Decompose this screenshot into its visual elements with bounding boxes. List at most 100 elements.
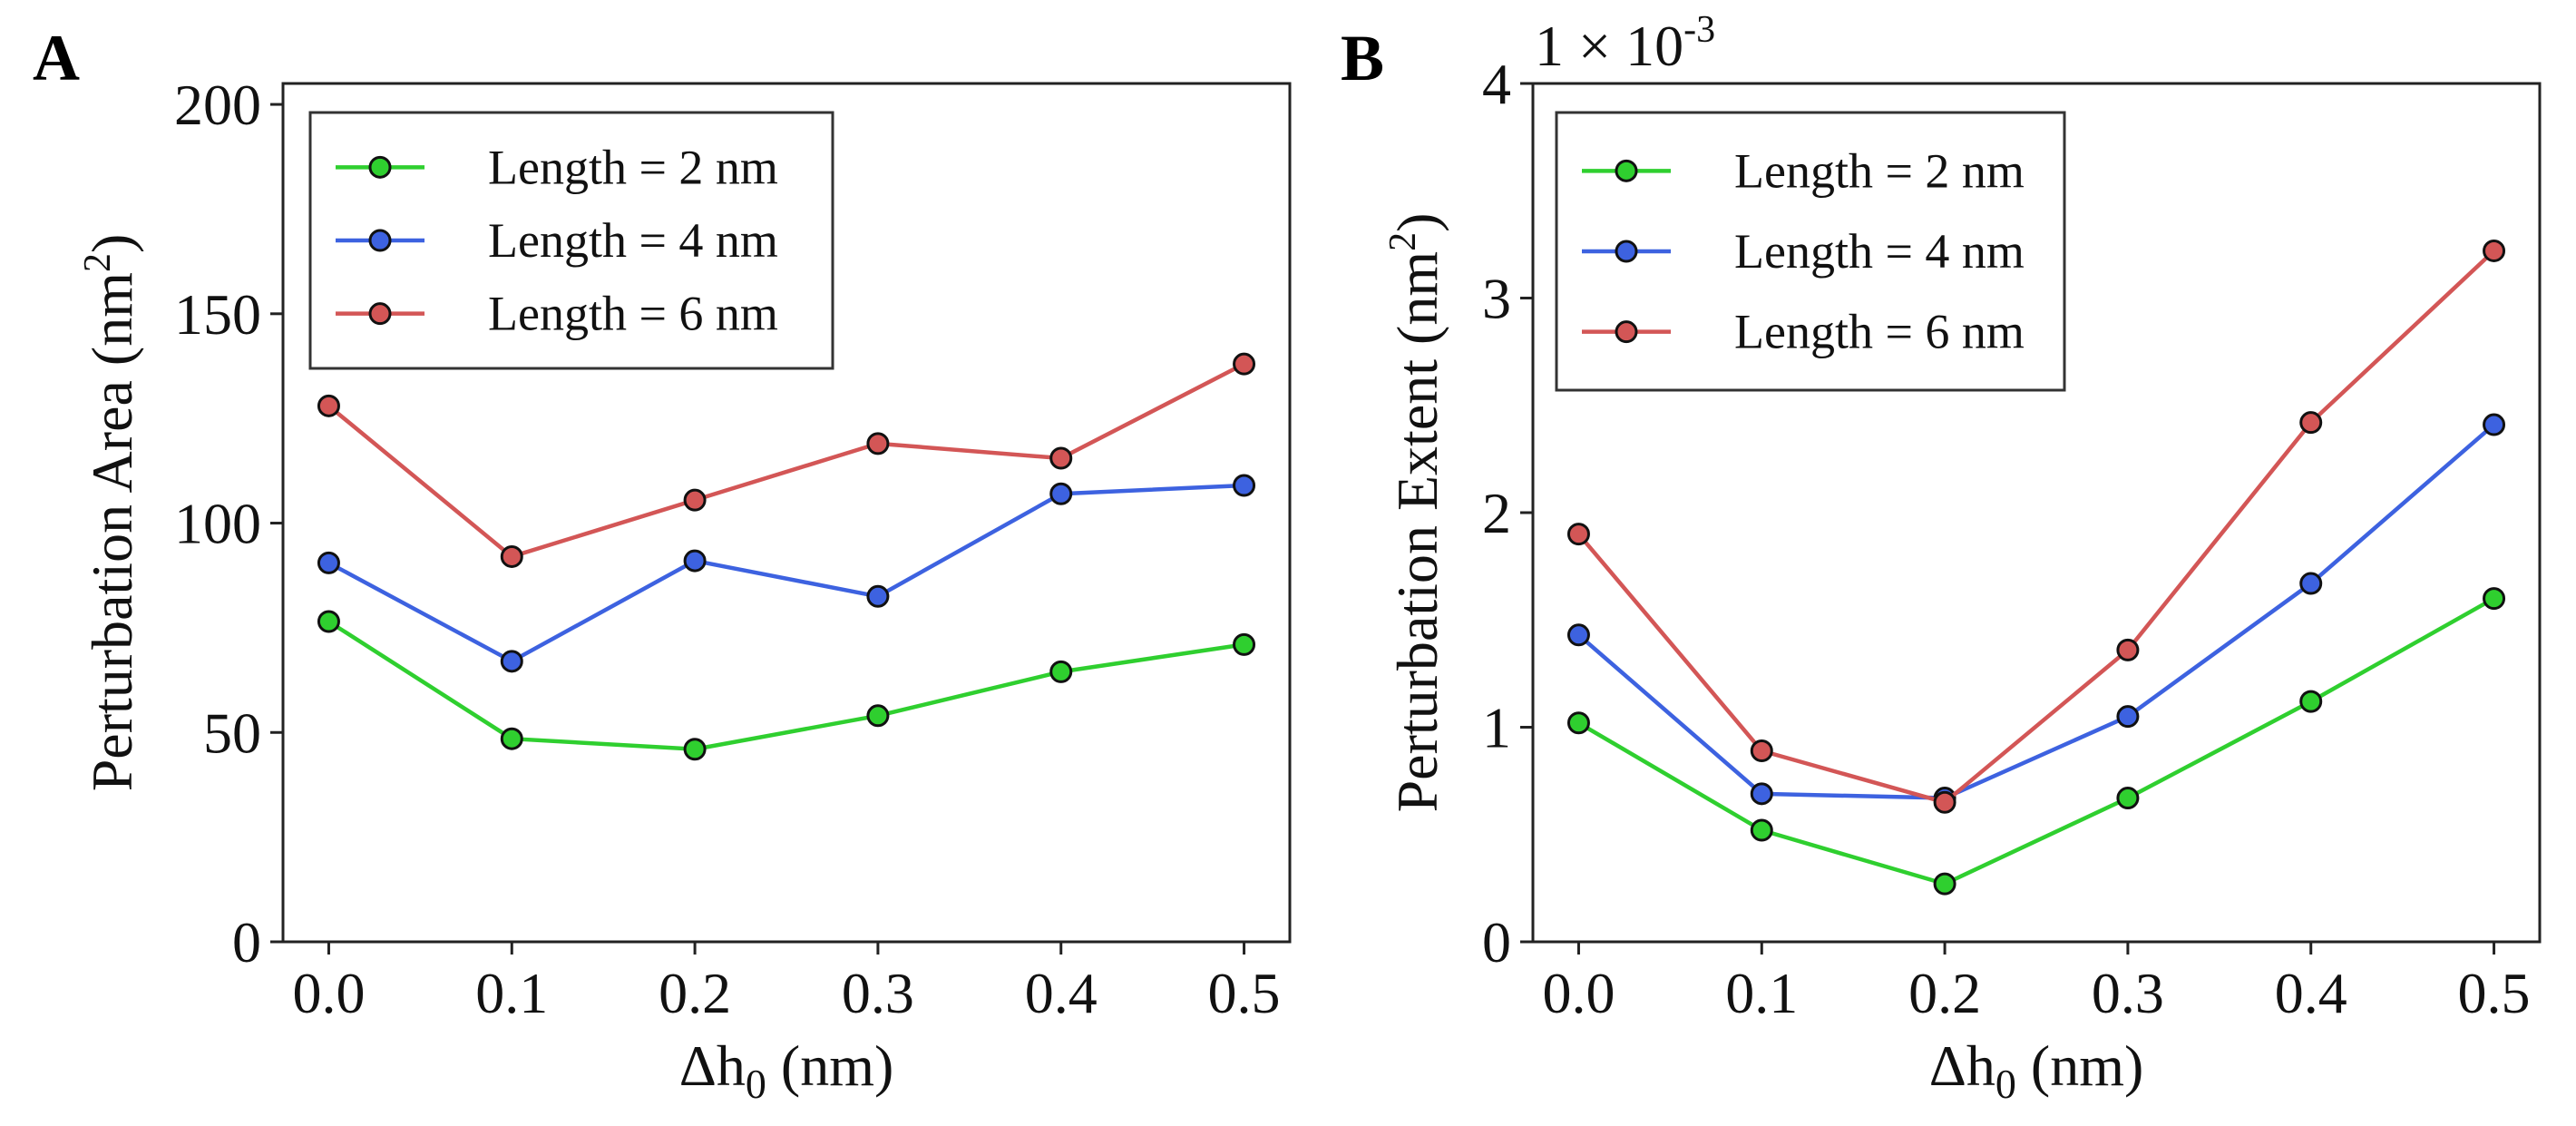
data-point xyxy=(2299,690,2323,713)
series-1 xyxy=(1566,587,2506,896)
x-axis-label-unit: (nm) xyxy=(2016,1033,2143,1098)
data-point xyxy=(1049,446,1073,470)
data-point xyxy=(2116,787,2140,810)
legend-entry-label: Length = 2 nm xyxy=(488,140,778,194)
plot-frame xyxy=(281,82,1292,944)
series-2 xyxy=(317,474,1256,673)
legend-swatch-marker xyxy=(1615,320,1638,344)
x-tick-label: 0.1 xyxy=(1725,961,1798,1025)
data-point xyxy=(2483,413,2506,436)
legend-entry-label: Length = 6 nm xyxy=(1734,305,2025,359)
y-axis-label: Perturbation Extent (nm2) xyxy=(1382,213,1449,813)
x-tick-label: 0.4 xyxy=(1025,961,1098,1025)
data-point xyxy=(500,544,523,568)
x-tick-label: 0.0 xyxy=(1542,961,1615,1025)
series-line xyxy=(327,620,1244,751)
x-tick-label: 0.5 xyxy=(1208,961,1281,1025)
x-axis-label-unit: (nm) xyxy=(766,1033,893,1098)
data-point xyxy=(1933,790,1956,814)
y-tick-label: 150 xyxy=(174,282,261,347)
legend-swatch-marker xyxy=(368,302,392,326)
scale-factor-label: 1 × 10-3 xyxy=(1535,9,1715,78)
series-line xyxy=(1577,596,2495,886)
series-1 xyxy=(317,610,1256,761)
data-point xyxy=(1933,872,1956,896)
panel-letter: A xyxy=(33,22,80,94)
y-axis-label-superscript: 2 xyxy=(1382,232,1424,251)
legend-swatch-marker xyxy=(1615,159,1638,182)
x-tick-label: 0.3 xyxy=(842,961,914,1025)
y-tick-label: 100 xyxy=(174,492,261,556)
legend-entry-label: Length = 4 nm xyxy=(488,213,778,268)
y-tick-label: 2 xyxy=(1482,481,1511,545)
data-point xyxy=(1233,632,1256,656)
y-tick-label: 3 xyxy=(1482,267,1511,331)
series-3 xyxy=(317,352,1256,568)
y-axis-label: Perturbation Area (nm2) xyxy=(77,234,144,792)
data-point xyxy=(2483,239,2506,262)
y-tick-label: 50 xyxy=(203,700,261,765)
data-point xyxy=(2483,587,2506,611)
series-3 xyxy=(1566,239,2506,814)
series-2 xyxy=(1566,413,2506,810)
y-tick-label: 4 xyxy=(1482,52,1511,116)
series-line xyxy=(1576,249,2496,805)
series-line xyxy=(1576,423,2496,800)
x-axis-label-subscript: 0 xyxy=(1995,1061,2016,1107)
x-axis-label-main: Δh xyxy=(679,1033,746,1098)
data-point xyxy=(317,610,340,633)
legend-entry-label: Length = 2 nm xyxy=(1734,143,2025,198)
x-tick-label: 0.0 xyxy=(292,961,365,1025)
data-point xyxy=(866,432,890,455)
legend-entry-label: Length = 4 nm xyxy=(1734,224,2025,279)
y-axis-label-close: ) xyxy=(80,234,144,253)
panel-letter: B xyxy=(1341,22,1384,94)
x-tick-label: 0.2 xyxy=(659,961,731,1025)
legend-swatch-marker xyxy=(1615,240,1638,263)
data-point xyxy=(1750,782,1773,806)
data-point xyxy=(317,551,340,574)
data-point xyxy=(1750,739,1773,763)
x-axis-label: Δh0 (nm) xyxy=(1929,1033,2144,1107)
legend-swatch-marker xyxy=(368,229,392,252)
series-line xyxy=(327,362,1245,559)
data-point xyxy=(2299,411,2323,435)
data-point xyxy=(317,394,340,417)
data-point xyxy=(500,650,523,673)
y-tick-label: 200 xyxy=(174,73,261,137)
x-axis-label-subscript: 0 xyxy=(746,1061,766,1107)
data-point xyxy=(1049,482,1073,505)
y-axis-label-main: Perturbation Extent (nm xyxy=(1385,251,1449,813)
scale-factor-exponent: -3 xyxy=(1683,9,1715,51)
data-point xyxy=(1566,623,1590,647)
data-point xyxy=(683,549,707,573)
x-tick-label: 0.1 xyxy=(475,961,548,1025)
x-tick-label: 0.5 xyxy=(2458,961,2531,1025)
data-point xyxy=(2299,572,2323,595)
legend: Length = 2 nm Length = 4 nm Length = 6 nm xyxy=(308,111,834,370)
x-tick-label: 0.4 xyxy=(2275,961,2347,1025)
data-point xyxy=(1566,523,1590,546)
legend: Length = 2 nm Length = 4 nm Length = 6 nm xyxy=(1555,111,2066,392)
data-point xyxy=(683,488,707,512)
data-point xyxy=(500,727,523,750)
data-point xyxy=(1566,711,1590,735)
scale-factor-base: 1 × 10 xyxy=(1535,14,1683,78)
data-point xyxy=(866,584,890,608)
x-axis-label: Δh0 (nm) xyxy=(679,1033,894,1107)
data-point xyxy=(2116,705,2140,729)
y-tick-label: 1 xyxy=(1482,696,1511,760)
legend-swatch-marker xyxy=(368,155,392,179)
y-axis-label-close: ) xyxy=(1385,213,1449,232)
data-point xyxy=(1233,474,1256,497)
data-point xyxy=(1750,818,1773,842)
legend-entry-label: Length = 6 nm xyxy=(488,287,778,341)
data-point xyxy=(1233,352,1256,376)
data-point xyxy=(2116,638,2140,661)
y-axis-label-main: Perturbation Area (nm xyxy=(80,272,144,791)
y-tick-label: 0 xyxy=(232,910,261,974)
y-tick-label: 0 xyxy=(1482,910,1511,974)
